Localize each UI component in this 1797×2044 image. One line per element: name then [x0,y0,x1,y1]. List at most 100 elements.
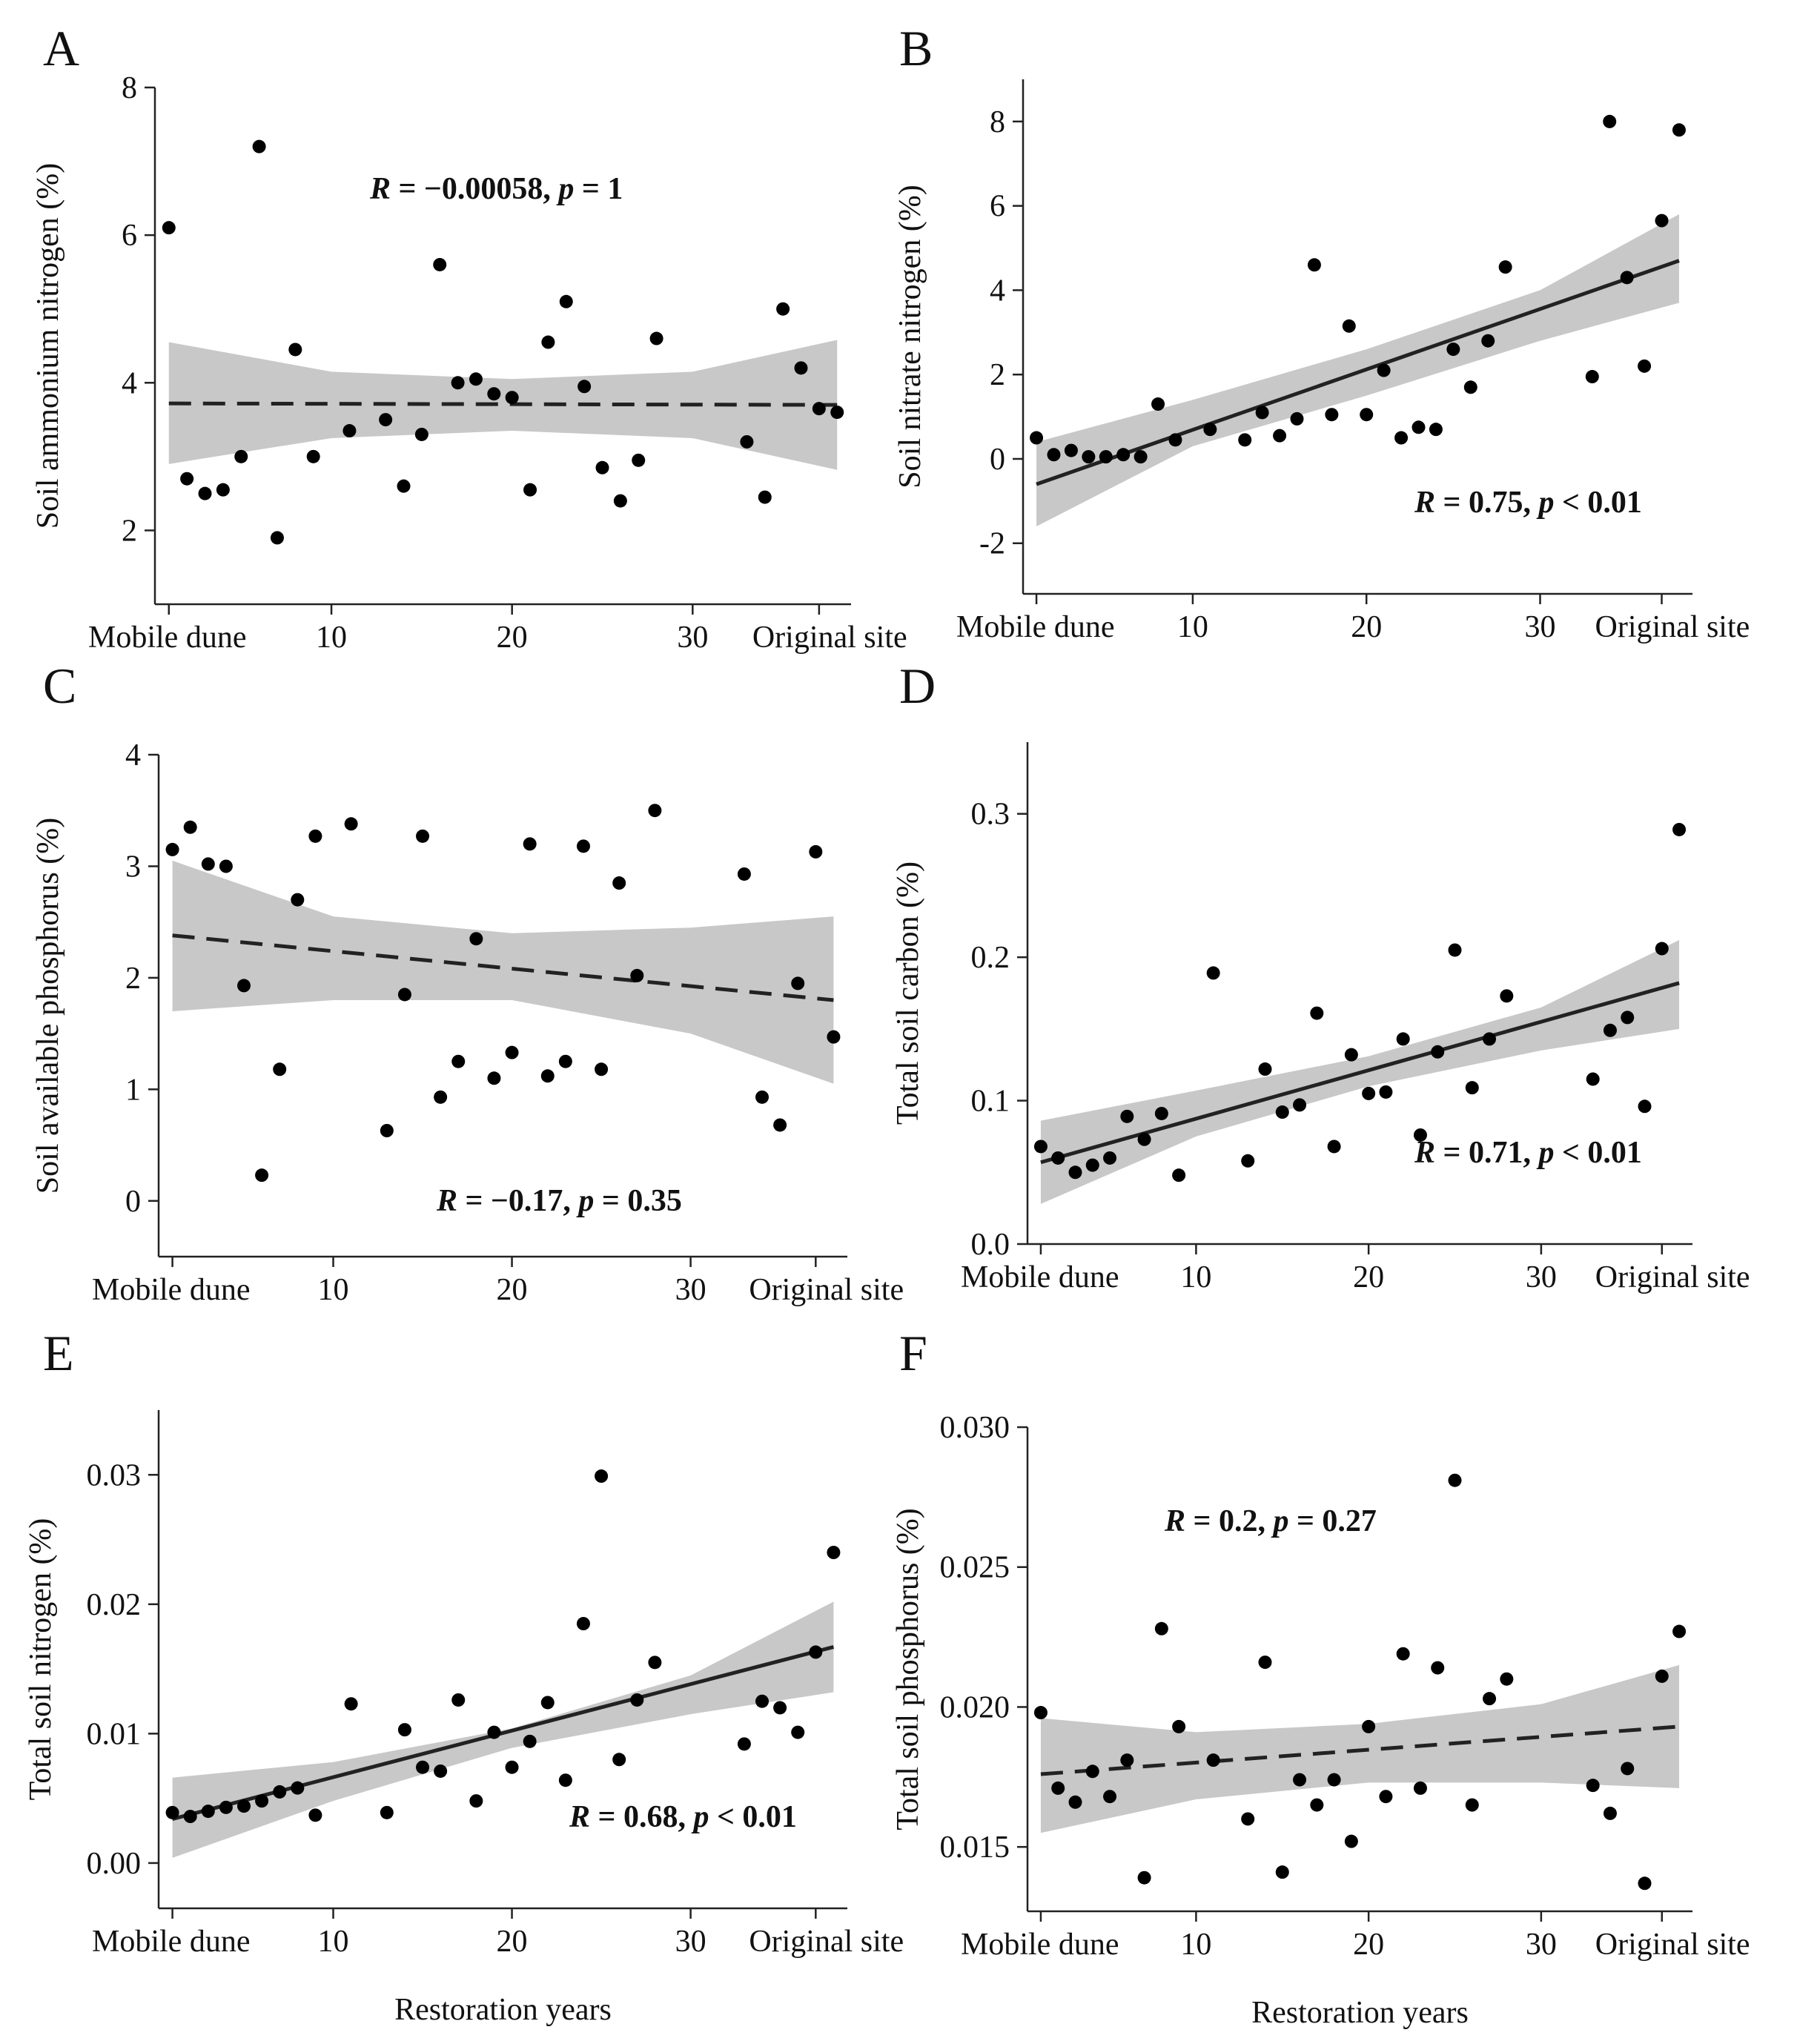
data-point [773,1118,787,1132]
data-point [1379,1790,1393,1804]
data-point [558,1773,572,1787]
data-point [342,424,357,438]
data-point [1068,1795,1082,1809]
y-tick-label: 4 [122,366,137,400]
data-point [1172,1719,1186,1733]
stat-p-value: 0.01 [1587,486,1642,520]
y-axis-title: Soil available phosphorus (%) [31,818,65,1194]
data-point [1051,1151,1065,1165]
data-point [523,483,537,497]
y-tick-label: 0.025 [940,1551,1010,1585]
data-point [1463,380,1477,394]
x-tick-label: 10 [1180,1260,1211,1294]
y-tick-label: 8 [990,105,1005,139]
stat-p-rel: < [1562,1136,1580,1170]
x-tick-label: 10 [1177,610,1208,644]
data-point [434,1764,448,1778]
x-tick-label: 20 [497,1925,528,1959]
stat-p-rel: < [717,1800,735,1834]
panel-letter: E [43,1325,74,1381]
data-point [830,406,844,420]
stat-p-value: 1 [607,172,623,206]
data-point [1103,1151,1117,1165]
x-tick-label: 30 [1525,610,1556,644]
data-point [416,829,430,843]
data-point [1672,123,1686,137]
data-point [1396,1032,1410,1046]
data-point [255,1794,269,1808]
data-point [613,494,627,508]
stat-r-label: R [1414,486,1435,520]
regression-line [172,933,834,1002]
y-tick-label: 8 [122,71,137,105]
data-point [1154,1621,1168,1635]
data-point [1431,1661,1445,1675]
x-tick-label: 30 [675,1273,706,1307]
data-point [595,1469,609,1484]
data-point [416,1760,430,1774]
panel-letter: A [43,20,79,76]
data-point [180,472,194,486]
data-point [541,335,555,349]
panel-a: A 2 4 6 8 Mobile dune 10 20 30 Original site Soil … [31,20,907,655]
confidence-band [172,860,834,1084]
x-tick-label: Mobile dune [956,610,1114,644]
stat-p-value: 0.27 [1322,1504,1377,1538]
y-tick-label: 0.020 [940,1690,1010,1724]
data-point [1621,1011,1635,1025]
data-point [1483,1032,1497,1046]
x-tick-label: Original site [749,1273,904,1307]
x-tick-label: Original site [749,1925,904,1959]
data-point [1275,1865,1289,1879]
data-point [773,1701,787,1715]
data-point [523,837,537,851]
x-tick-label: Mobile dune [961,1928,1119,1962]
data-point [379,413,393,427]
data-point [1137,1132,1151,1146]
data-point [740,434,754,449]
data-point [1275,1105,1289,1119]
y-tick-label: 0.0 [971,1228,1010,1262]
data-point [273,1785,287,1799]
data-point [1655,214,1669,228]
confidence-band [172,1601,834,1858]
data-point [1258,1062,1272,1076]
data-point [755,1090,770,1104]
data-point [505,1760,519,1774]
stat-p-label: p [691,1800,709,1834]
data-point [540,1069,555,1083]
data-point [1203,423,1217,437]
data-point [183,1810,197,1824]
data-point [1585,370,1599,384]
stat-r-value: 0.71 [1469,1136,1523,1170]
stat-p-rel: = [602,1184,620,1218]
data-point [1241,1812,1255,1826]
data-point [1603,114,1617,128]
data-point [559,294,573,308]
data-point [344,817,358,831]
data-point [1396,1647,1410,1661]
data-point [1638,359,1652,373]
y-axis-title: Soil nitrate nitrogen (%) [893,185,927,488]
stat-r-value: 0.2 [1219,1504,1258,1538]
data-point [1638,1876,1652,1891]
data-point [505,391,519,405]
data-point [1241,1154,1255,1168]
data-point [595,460,609,474]
data-point [1672,822,1687,836]
y-tick-label: 4 [990,274,1005,308]
data-point [252,139,266,153]
x-tick-label: 20 [1353,1928,1384,1962]
y-tick-label: 0.2 [971,941,1010,975]
data-point [380,1123,394,1137]
data-point [1465,1798,1479,1812]
data-point [648,804,662,818]
data-point [1448,943,1462,957]
y-tick-label: 0.015 [940,1830,1010,1865]
data-point [1082,450,1096,464]
data-point [201,857,215,871]
panel-letter: F [899,1325,927,1381]
x-tick-label: Mobile dune [92,1925,250,1959]
x-tick-label: 30 [677,621,708,655]
